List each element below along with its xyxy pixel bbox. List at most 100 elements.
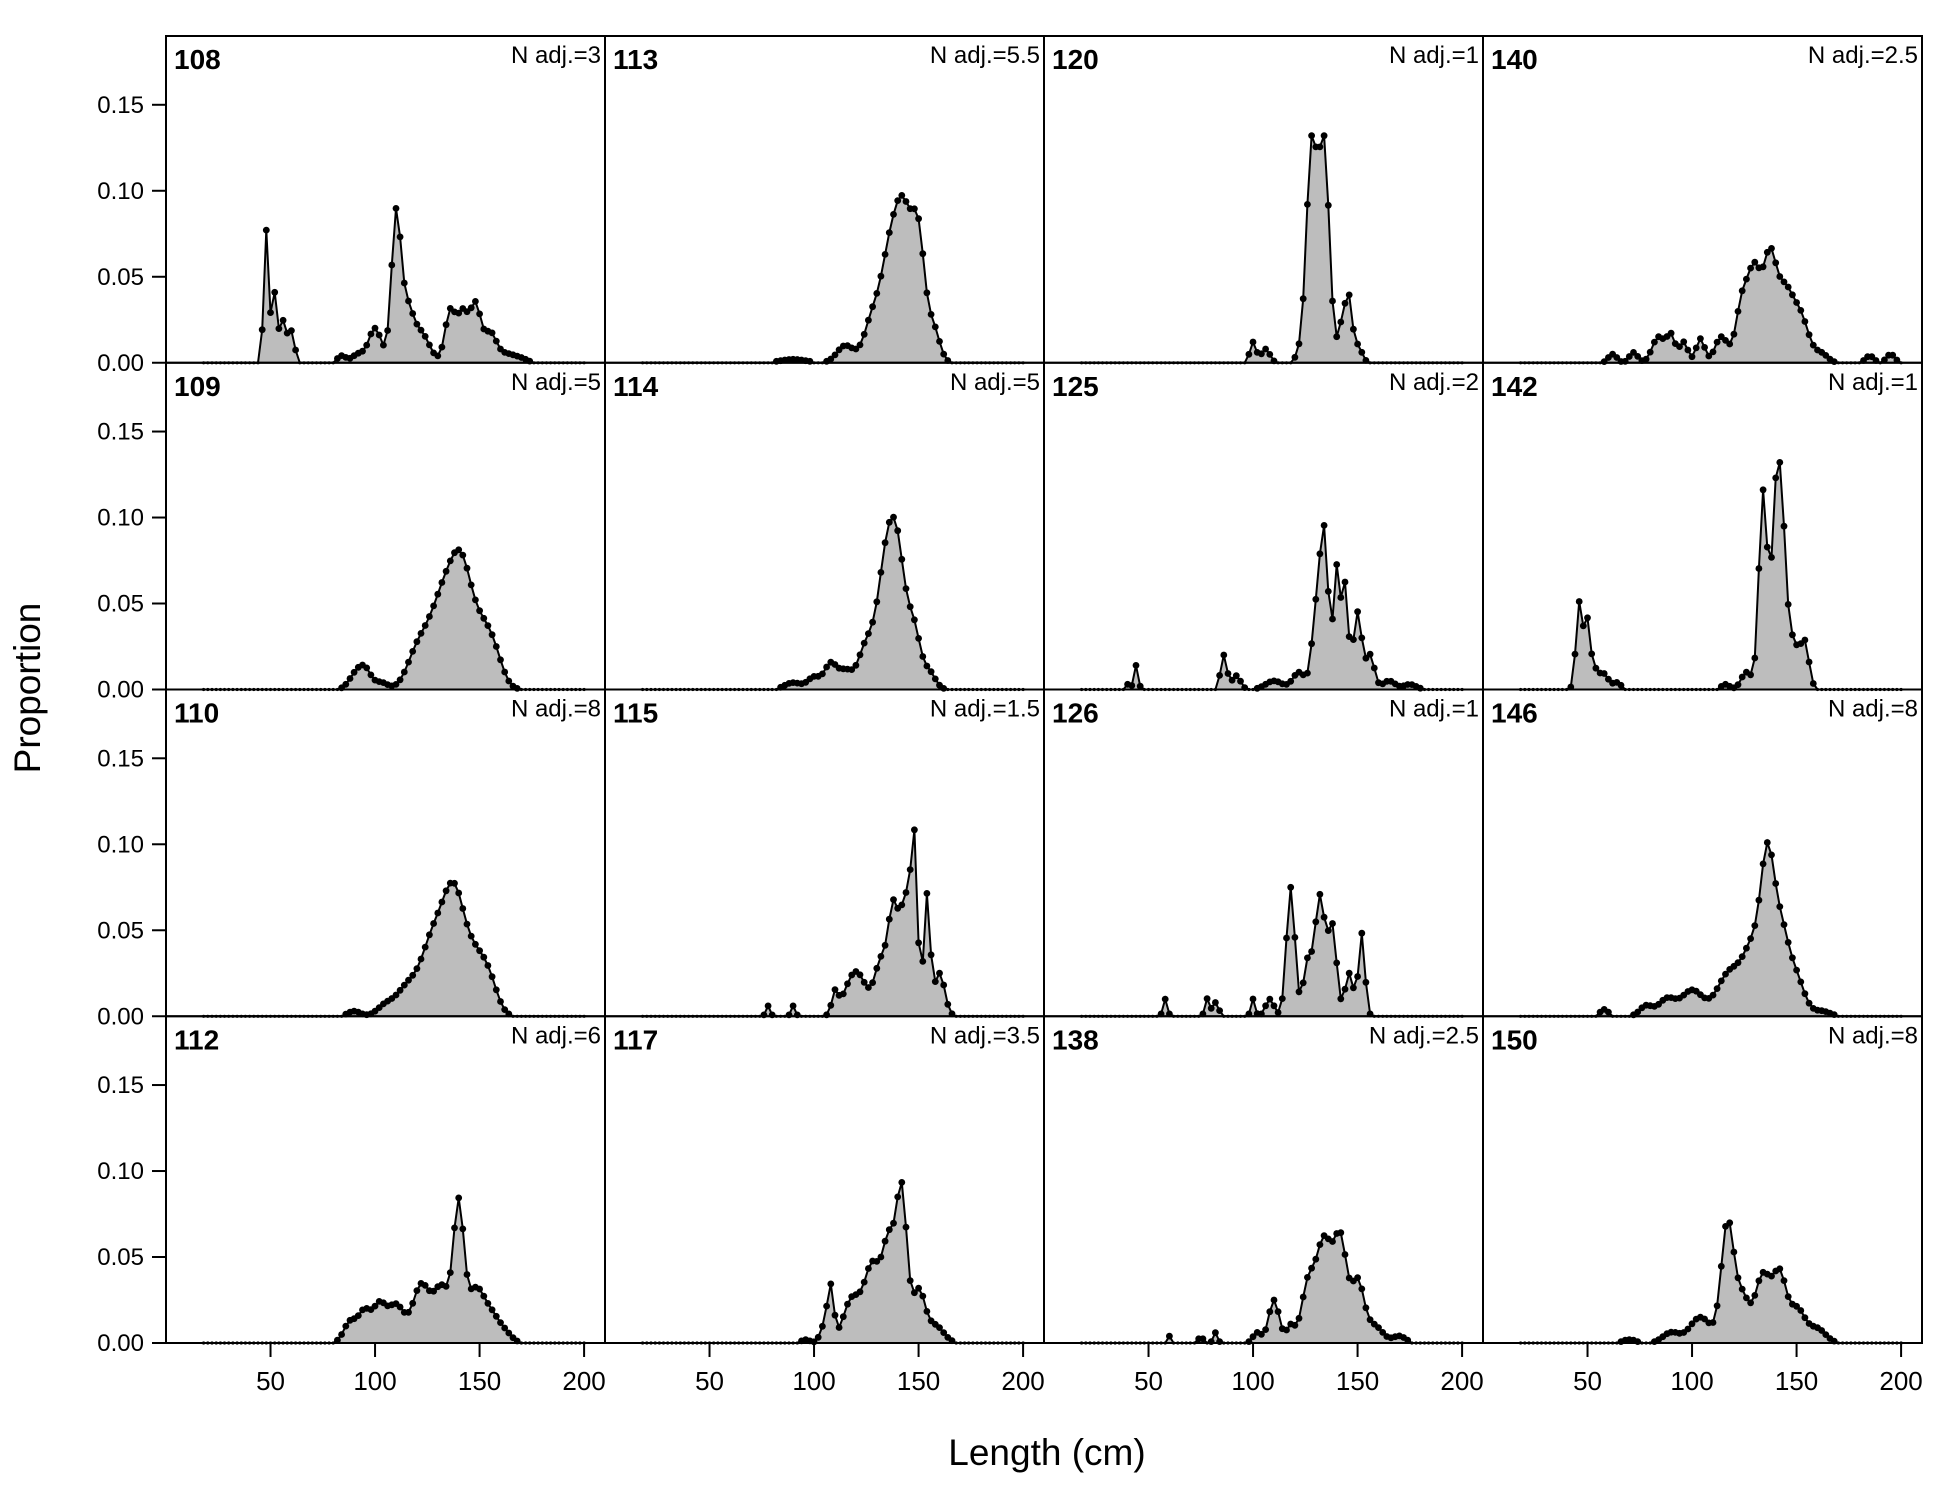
panel-110-point-56: [434, 909, 442, 917]
panel-140-point-32: [1651, 338, 1658, 346]
panel-112-point-63: [463, 1271, 471, 1278]
panel-114-point-60: [890, 513, 897, 521]
panel-126-point-31: [1207, 1004, 1215, 1012]
x-tick-label-c3-0: 50: [1573, 1366, 1602, 1396]
panel-125-point-63: [1341, 578, 1349, 586]
panel-110-point-49: [405, 976, 412, 984]
panel-125-point-65: [1350, 636, 1357, 643]
panel-109-point-36: [350, 668, 358, 676]
panel-150-point-64: [1784, 1293, 1792, 1300]
panel-140-point-87: [1881, 356, 1888, 364]
panel-126-point-66: [1354, 973, 1361, 980]
panel-117-point-47: [835, 1324, 843, 1331]
panel-109-point-73: [505, 677, 513, 685]
panel-115-point-29: [760, 1011, 768, 1019]
panel-114-point-69: [927, 668, 935, 676]
panel-110-frame: [165, 688, 606, 1018]
panel-109-point-49: [405, 658, 412, 666]
panel-109-point-62: [459, 551, 467, 559]
panel-142-point-15: [1579, 622, 1587, 630]
panel-108-point-50: [409, 310, 417, 317]
panel-113-point-61: [894, 197, 902, 205]
panel-140-point-69: [1805, 331, 1813, 339]
panel-114-point-66: [915, 635, 922, 642]
panel-115-point-48: [839, 990, 847, 998]
panel-126-point-56: [1312, 918, 1320, 926]
panel-108-point-65: [472, 298, 479, 305]
panel-110-point-68: [484, 962, 492, 969]
panel-126-point-57: [1316, 890, 1324, 898]
panel-113-frame: [604, 35, 1045, 364]
panel-114-nadj: N adj.=5: [950, 369, 1040, 396]
panel-114-point-61: [894, 527, 902, 535]
panel-115-point-56: [873, 964, 881, 972]
panel-140-id: 140: [1491, 44, 1538, 75]
panel-113-point-68: [923, 289, 931, 297]
panel-140-point-61: [1772, 259, 1780, 267]
panel-138-point-52: [1295, 1314, 1303, 1322]
panel-114: 114 N adj.=5: [604, 361, 1045, 692]
panel-110-point-66: [476, 947, 483, 955]
panel-109-area: [203, 549, 585, 690]
panel-112-point-61: [455, 1194, 463, 1202]
panel-146-point-28: [1634, 1008, 1642, 1016]
panel-109-point-34: [342, 680, 350, 688]
panel-142-nadj: N adj.=1: [1828, 369, 1918, 396]
panel-109-point-50: [409, 648, 417, 655]
panel-126-point-55: [1308, 948, 1315, 955]
panel-120-point-52: [1295, 340, 1303, 348]
panel-150-point-48: [1717, 1262, 1725, 1270]
panel-115-point-72: [940, 981, 948, 989]
panel-112-point-41: [371, 1302, 379, 1310]
y-tick-label-r3-3: 0.15: [97, 1072, 144, 1099]
panel-125-point-35: [1224, 670, 1232, 677]
panel-108-point-56: [434, 352, 442, 360]
panel-140-nadj: N adj.=2.5: [1808, 42, 1918, 69]
panel-113-id: 113: [613, 44, 658, 75]
panel-113-point-66: [915, 215, 922, 223]
panel-109-line: [203, 548, 585, 691]
panel-109-point-72: [501, 668, 509, 676]
panel-113-point-46: [831, 351, 839, 359]
panel-115-point-52: [856, 971, 864, 979]
panel-126-point-52: [1295, 988, 1303, 996]
panel-112-area: [203, 1197, 585, 1343]
panel-112-point-49: [405, 1308, 412, 1316]
panels-layer: 108 N adj.=3 109 N adj.=5 110 N adj.=8 112 N ad…: [165, 35, 1923, 1346]
panel-113-point-58: [881, 251, 889, 258]
panel-115-point-57: [877, 953, 885, 960]
panel-113-point-63: [902, 198, 910, 205]
panel-140-point-47: [1713, 338, 1721, 346]
panel-109-point-53: [421, 622, 429, 629]
panel-120-area: [1081, 135, 1463, 363]
panel-142-point-24: [1617, 681, 1625, 689]
panel-125-point-67: [1358, 634, 1366, 642]
panel-109-frame: [165, 361, 606, 691]
panel-126-point-50: [1287, 883, 1295, 891]
panel-117-point-61: [894, 1193, 902, 1201]
panel-150-point-56: [1751, 1292, 1759, 1299]
y-tick-label-r0-0: 0.00: [97, 350, 144, 377]
panel-120-point-54: [1304, 201, 1311, 208]
panel-126-point-47: [1274, 1009, 1282, 1016]
panel-108-point-39: [363, 341, 371, 349]
panel-113-point-57: [877, 272, 885, 280]
panel-142-point-64: [1784, 601, 1792, 608]
panel-109-point-55: [430, 602, 437, 610]
panel-126-point-49: [1283, 934, 1290, 942]
panel-108-point-51: [413, 320, 421, 328]
panel-108-point-46: [392, 205, 400, 212]
panel-115-point-30: [764, 1002, 772, 1010]
panel-114-point-58: [881, 539, 889, 547]
panel-126-point-62: [1337, 995, 1345, 1003]
panel-142-point-58: [1759, 486, 1767, 494]
panel-142-point-59: [1763, 543, 1771, 551]
panel-110-point-60: [451, 879, 458, 887]
panel-126-point-58: [1320, 913, 1328, 921]
panel-108-point-54: [426, 341, 433, 349]
panel-114-point-65: [911, 616, 918, 624]
panel-126-point-20: [1161, 995, 1169, 1003]
panel-109-point-66: [476, 607, 483, 615]
panel-115-point-35: [785, 1011, 793, 1019]
panel-112-frame: [165, 1015, 606, 1344]
